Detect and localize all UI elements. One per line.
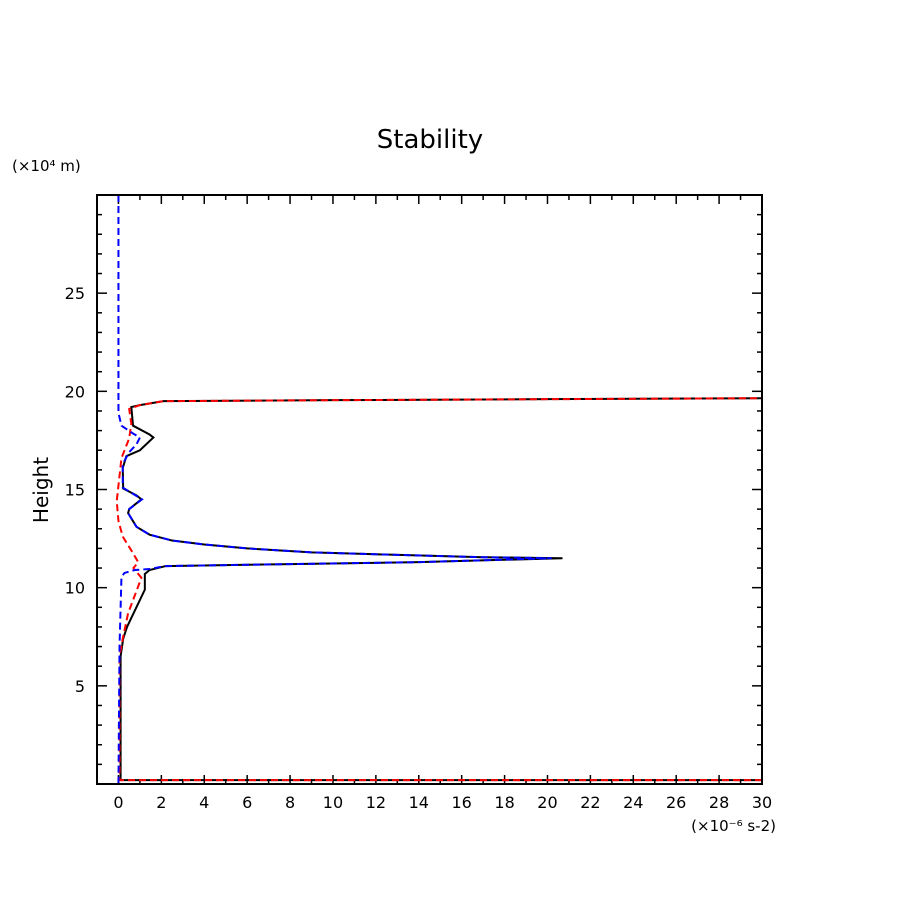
series-line-0 xyxy=(119,397,762,782)
chart-title: Stability xyxy=(377,125,483,155)
series-line-2 xyxy=(117,195,552,784)
x-tick-label: 28 xyxy=(709,793,729,812)
x-tick-label: 6 xyxy=(242,793,252,812)
y-tick-label: 5 xyxy=(75,677,85,696)
x-tick-label: 20 xyxy=(537,793,557,812)
x-tick-label: 10 xyxy=(323,793,343,812)
x-tick-label: 24 xyxy=(623,793,643,812)
y-tick-label: 25 xyxy=(65,284,85,303)
x-tick-label: 30 xyxy=(752,793,772,812)
x-unit-label: (×10⁻⁶ s-2) xyxy=(691,817,776,835)
x-tick-label: 18 xyxy=(494,793,514,812)
x-tick-label: 14 xyxy=(409,793,429,812)
y-tick-label: 10 xyxy=(65,579,85,598)
x-tick-label: 12 xyxy=(366,793,386,812)
y-unit-label: (×10⁴ m) xyxy=(12,157,81,175)
y-tick-label: 15 xyxy=(65,481,85,500)
x-tick-label: 16 xyxy=(451,793,471,812)
series-line-1 xyxy=(115,397,762,782)
x-tick-label: 26 xyxy=(666,793,686,812)
x-tick-label: 8 xyxy=(285,793,295,812)
series-group xyxy=(115,195,762,784)
x-tick-label: 2 xyxy=(156,793,166,812)
x-tick-label: 22 xyxy=(580,793,600,812)
x-tick-label: 4 xyxy=(199,793,209,812)
y-tick-label: 20 xyxy=(65,382,85,401)
plot-frame xyxy=(96,194,763,785)
x-tick-label: 0 xyxy=(113,793,123,812)
y-axis-label: Height xyxy=(29,457,53,523)
